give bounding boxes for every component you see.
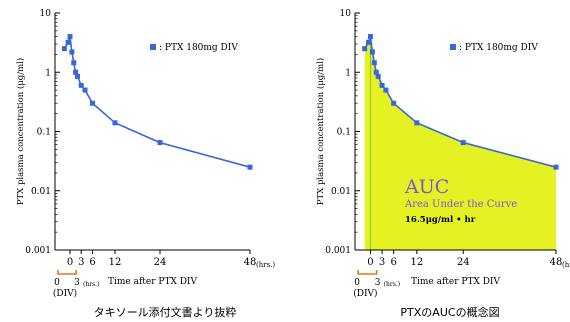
legend-label: : PTX 180mg DIV bbox=[159, 43, 238, 53]
data-point bbox=[371, 60, 377, 66]
x-tick-label: 48 bbox=[550, 257, 563, 268]
infusion-label: (DIV) bbox=[353, 288, 377, 299]
data-point bbox=[414, 120, 420, 126]
x-tick-label: 24 bbox=[457, 257, 470, 268]
infusion-tick-label: 3 bbox=[375, 278, 381, 288]
x-tick-label: 6 bbox=[390, 257, 396, 268]
auc-value: 16.5μg/ml • hr bbox=[405, 215, 476, 225]
infusion-tick-label: 0 bbox=[54, 278, 60, 288]
y-tick-label: 0.01 bbox=[331, 187, 351, 197]
data-point bbox=[362, 46, 368, 52]
x-tick-label: 0 bbox=[67, 257, 73, 268]
data-point bbox=[379, 82, 385, 88]
infusion-label: (DIV) bbox=[53, 288, 77, 299]
data-point bbox=[61, 46, 67, 52]
infusion-tick-label: 3 bbox=[74, 278, 80, 288]
data-point bbox=[373, 69, 379, 75]
data-point bbox=[67, 34, 73, 40]
data-point bbox=[375, 73, 381, 79]
figure-caption: PTXのAUCの概念図 bbox=[400, 305, 499, 319]
data-point bbox=[366, 39, 372, 45]
auc-subtitle: Area Under the Curve bbox=[404, 199, 517, 210]
data-point bbox=[367, 34, 373, 40]
y-tick-label: 10 bbox=[340, 9, 352, 19]
data-point bbox=[69, 49, 75, 55]
data-point bbox=[157, 140, 163, 146]
legend-marker bbox=[450, 44, 456, 50]
infusion-tick-label: 0 bbox=[354, 278, 360, 288]
data-point bbox=[383, 87, 389, 93]
y-tick-label: 1 bbox=[345, 68, 351, 78]
data-point bbox=[75, 73, 80, 79]
data-point bbox=[112, 120, 118, 126]
y-tick-label: 0.1 bbox=[337, 128, 351, 138]
auc-area bbox=[364, 36, 556, 251]
legend-label: : PTX 180mg DIV bbox=[459, 43, 538, 53]
y-axis-label: PTX plasma concentration (μg/ml) bbox=[315, 58, 326, 205]
x-axis-label: Time after PTX DIV bbox=[108, 277, 198, 287]
y-tick-label: 0.001 bbox=[325, 246, 351, 256]
x-unit-label: (hrs.) bbox=[256, 261, 275, 269]
y-axis-label: PTX plasma concentration (μg/ml) bbox=[15, 58, 26, 205]
x-tick-label: 12 bbox=[109, 257, 122, 268]
data-point bbox=[73, 69, 79, 75]
y-tick-label: 0.01 bbox=[31, 187, 51, 197]
data-point bbox=[90, 100, 95, 106]
figure-caption: タキソール添付文書より抜粋 bbox=[94, 305, 237, 319]
auc-title: AUC bbox=[404, 176, 449, 198]
x-tick-label: 3 bbox=[379, 257, 385, 268]
x-unit-label: (hrs.) bbox=[562, 261, 570, 269]
infusion-bracket bbox=[57, 270, 77, 275]
data-point bbox=[553, 164, 559, 170]
infusion-unit-label: (hrs.) bbox=[83, 281, 99, 288]
x-axis-label: Time after PTX DIV bbox=[411, 277, 501, 287]
data-point bbox=[82, 87, 88, 93]
data-point bbox=[247, 164, 253, 170]
y-tick-label: 0.1 bbox=[37, 128, 51, 138]
data-point bbox=[65, 39, 71, 45]
data-point bbox=[78, 82, 84, 88]
data-point bbox=[369, 49, 375, 55]
x-tick-label: 6 bbox=[89, 257, 95, 268]
data-point bbox=[71, 60, 77, 66]
x-tick-label: 0 bbox=[367, 257, 373, 268]
infusion-unit-label: (hrs.) bbox=[384, 281, 400, 288]
data-point bbox=[460, 140, 466, 146]
x-tick-label: 3 bbox=[78, 257, 84, 268]
legend-marker bbox=[150, 44, 156, 50]
x-tick-label: 12 bbox=[410, 257, 423, 268]
y-tick-label: 10 bbox=[40, 9, 52, 19]
x-tick-label: 48 bbox=[244, 257, 257, 268]
x-tick-label: 24 bbox=[154, 257, 167, 268]
infusion-bracket bbox=[357, 270, 378, 275]
y-tick-label: 1 bbox=[45, 68, 51, 78]
y-tick-label: 0.001 bbox=[25, 246, 51, 256]
data-point bbox=[391, 100, 397, 106]
